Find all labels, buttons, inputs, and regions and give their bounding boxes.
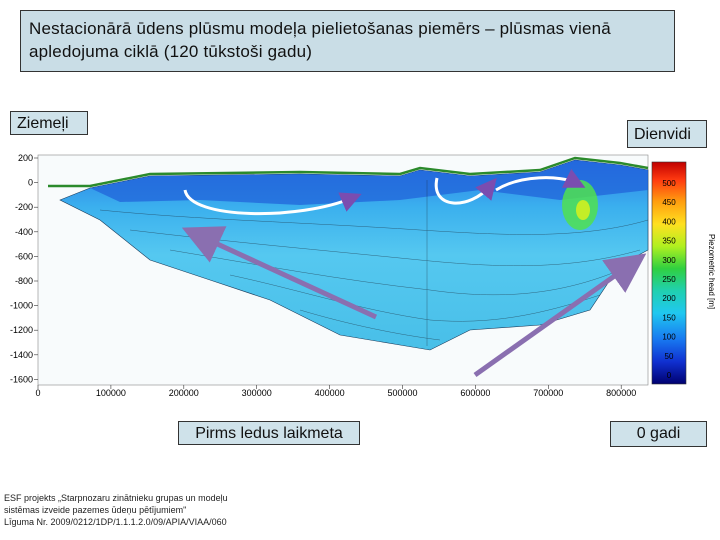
colorbar-tick-label: 200 bbox=[662, 294, 676, 303]
label-south: Dienvidi bbox=[627, 120, 707, 148]
x-tick-label: 800000 bbox=[606, 388, 636, 398]
surface-line bbox=[48, 156, 649, 188]
colorbar bbox=[651, 161, 687, 385]
footer-line: Līguma Nr. 2009/0212/1DP/1.1.1.2.0/09/AP… bbox=[4, 517, 227, 527]
y-tick-label: -600 bbox=[15, 251, 33, 261]
x-tick-label: 0 bbox=[35, 388, 40, 398]
colorbar-tick-label: 350 bbox=[662, 237, 676, 246]
colorbar-title: Piezometric head [m] bbox=[707, 234, 716, 309]
x-tick-label: 100000 bbox=[96, 388, 126, 398]
colorbar-tick-label: 50 bbox=[665, 352, 674, 361]
x-tick-label: 600000 bbox=[460, 388, 490, 398]
x-tick-label: 500000 bbox=[387, 388, 417, 398]
flow-arrow-north bbox=[181, 226, 378, 320]
colorbar-tick-label: 150 bbox=[662, 313, 676, 322]
y-tick-label: -200 bbox=[15, 202, 33, 212]
label-before-ice-age: Pirms ledus laikmeta bbox=[178, 421, 360, 445]
footer-line: ESF projekts „Starpnozaru zinātnieku gru… bbox=[4, 493, 228, 503]
footer-credits: ESF projekts „Starpnozaru zinātnieku gru… bbox=[4, 492, 324, 528]
y-tick-label: -1600 bbox=[10, 374, 33, 384]
groundwater-flow-section: 200 0 -200 -400 -600 -800 -1000 -1200 -1400 -1600… bbox=[10, 153, 716, 398]
x-tick-label: 300000 bbox=[242, 388, 272, 398]
colorbar-tick-label: 300 bbox=[662, 256, 676, 265]
colorbar-tick-label: 0 bbox=[667, 371, 672, 380]
colorbar-tick-label: 450 bbox=[662, 198, 676, 207]
circulation-arrow-3 bbox=[495, 168, 586, 192]
footer-line: sistēmas izveide pazemes ūdeņu pētījumie… bbox=[4, 505, 187, 515]
colorbar-tick-label: 400 bbox=[662, 217, 676, 226]
flow-arrow-south bbox=[473, 253, 647, 378]
y-tick-label: 200 bbox=[18, 153, 33, 163]
label-north: Ziemeļi bbox=[10, 111, 88, 135]
y-tick-label: -1200 bbox=[10, 325, 33, 335]
x-tick-label: 400000 bbox=[315, 388, 345, 398]
x-tick-label: 200000 bbox=[169, 388, 199, 398]
slide-title: Nestacionārā ūdens plūsmu modeļa pieliet… bbox=[20, 10, 675, 72]
high-head-core bbox=[576, 200, 590, 220]
upper-strata bbox=[90, 160, 648, 205]
y-tick-label: -1400 bbox=[10, 350, 33, 360]
x-tick-label: 700000 bbox=[533, 388, 563, 398]
circulation-arrow-1 bbox=[183, 189, 362, 216]
y-tick-label: -1000 bbox=[10, 301, 33, 311]
y-tick-label: -800 bbox=[15, 276, 33, 286]
y-axis: 200 0 -200 -400 -600 -800 -1000 -1200 -1400 -1600 bbox=[10, 153, 38, 384]
y-tick-label: -400 bbox=[15, 227, 33, 237]
x-axis: 0 100000 200000 300000 400000 500000 600000 700… bbox=[35, 385, 636, 398]
circulation-arrow-2 bbox=[434, 177, 497, 205]
colorbar-tick-label: 500 bbox=[662, 179, 676, 188]
y-tick-label: 0 bbox=[28, 178, 33, 188]
label-zero-years: 0 gadi bbox=[610, 421, 707, 447]
colorbar-tick-label: 250 bbox=[662, 275, 676, 284]
colorbar-tick-label: 100 bbox=[662, 333, 676, 342]
